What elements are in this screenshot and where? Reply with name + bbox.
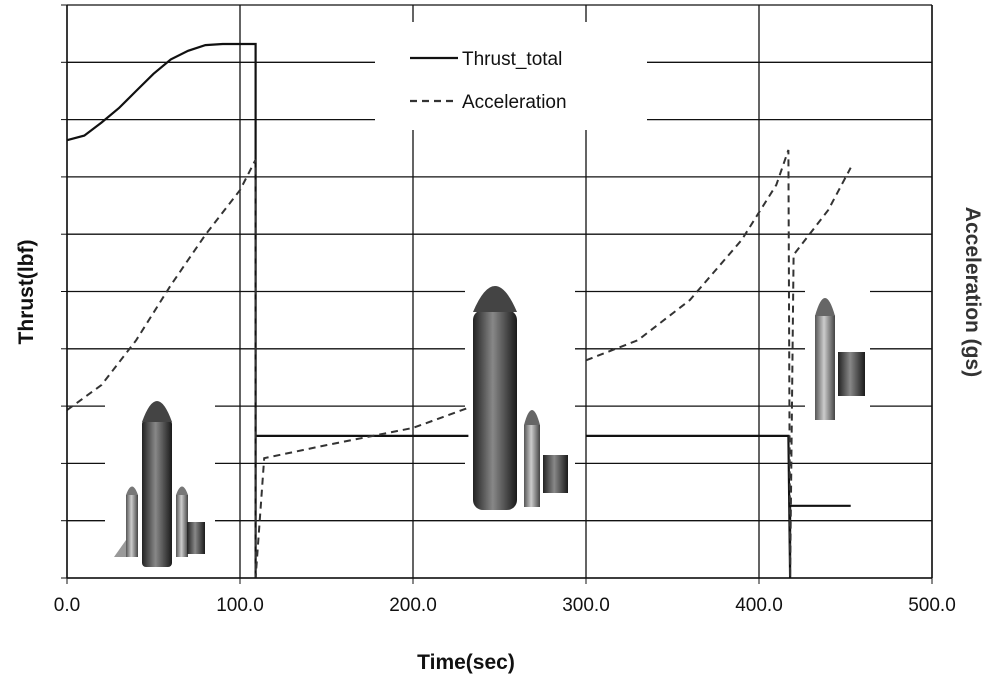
x-tick-label: 300.0 bbox=[562, 595, 610, 616]
x-tick-label: 200.0 bbox=[389, 595, 437, 616]
chart: Time(sec) Thrust(lbf) Acceleration (gs) … bbox=[0, 0, 991, 678]
legend-label: Acceleration bbox=[462, 92, 567, 113]
legend-background bbox=[375, 22, 647, 130]
x-tick-label: 500.0 bbox=[908, 595, 956, 616]
x-tick-label: 100.0 bbox=[216, 595, 264, 616]
page: Time(sec) Thrust(lbf) Acceleration (gs) … bbox=[0, 0, 991, 683]
x-tick-label: 400.0 bbox=[735, 595, 783, 616]
x-tick-label: 0.0 bbox=[54, 595, 80, 616]
legend-label: Thrust_total bbox=[462, 49, 562, 70]
y2-axis-label: Acceleration (gs) bbox=[961, 207, 984, 377]
x-axis-label: Time(sec) bbox=[417, 651, 515, 674]
y-axis-label: Thrust(lbf) bbox=[15, 240, 38, 345]
